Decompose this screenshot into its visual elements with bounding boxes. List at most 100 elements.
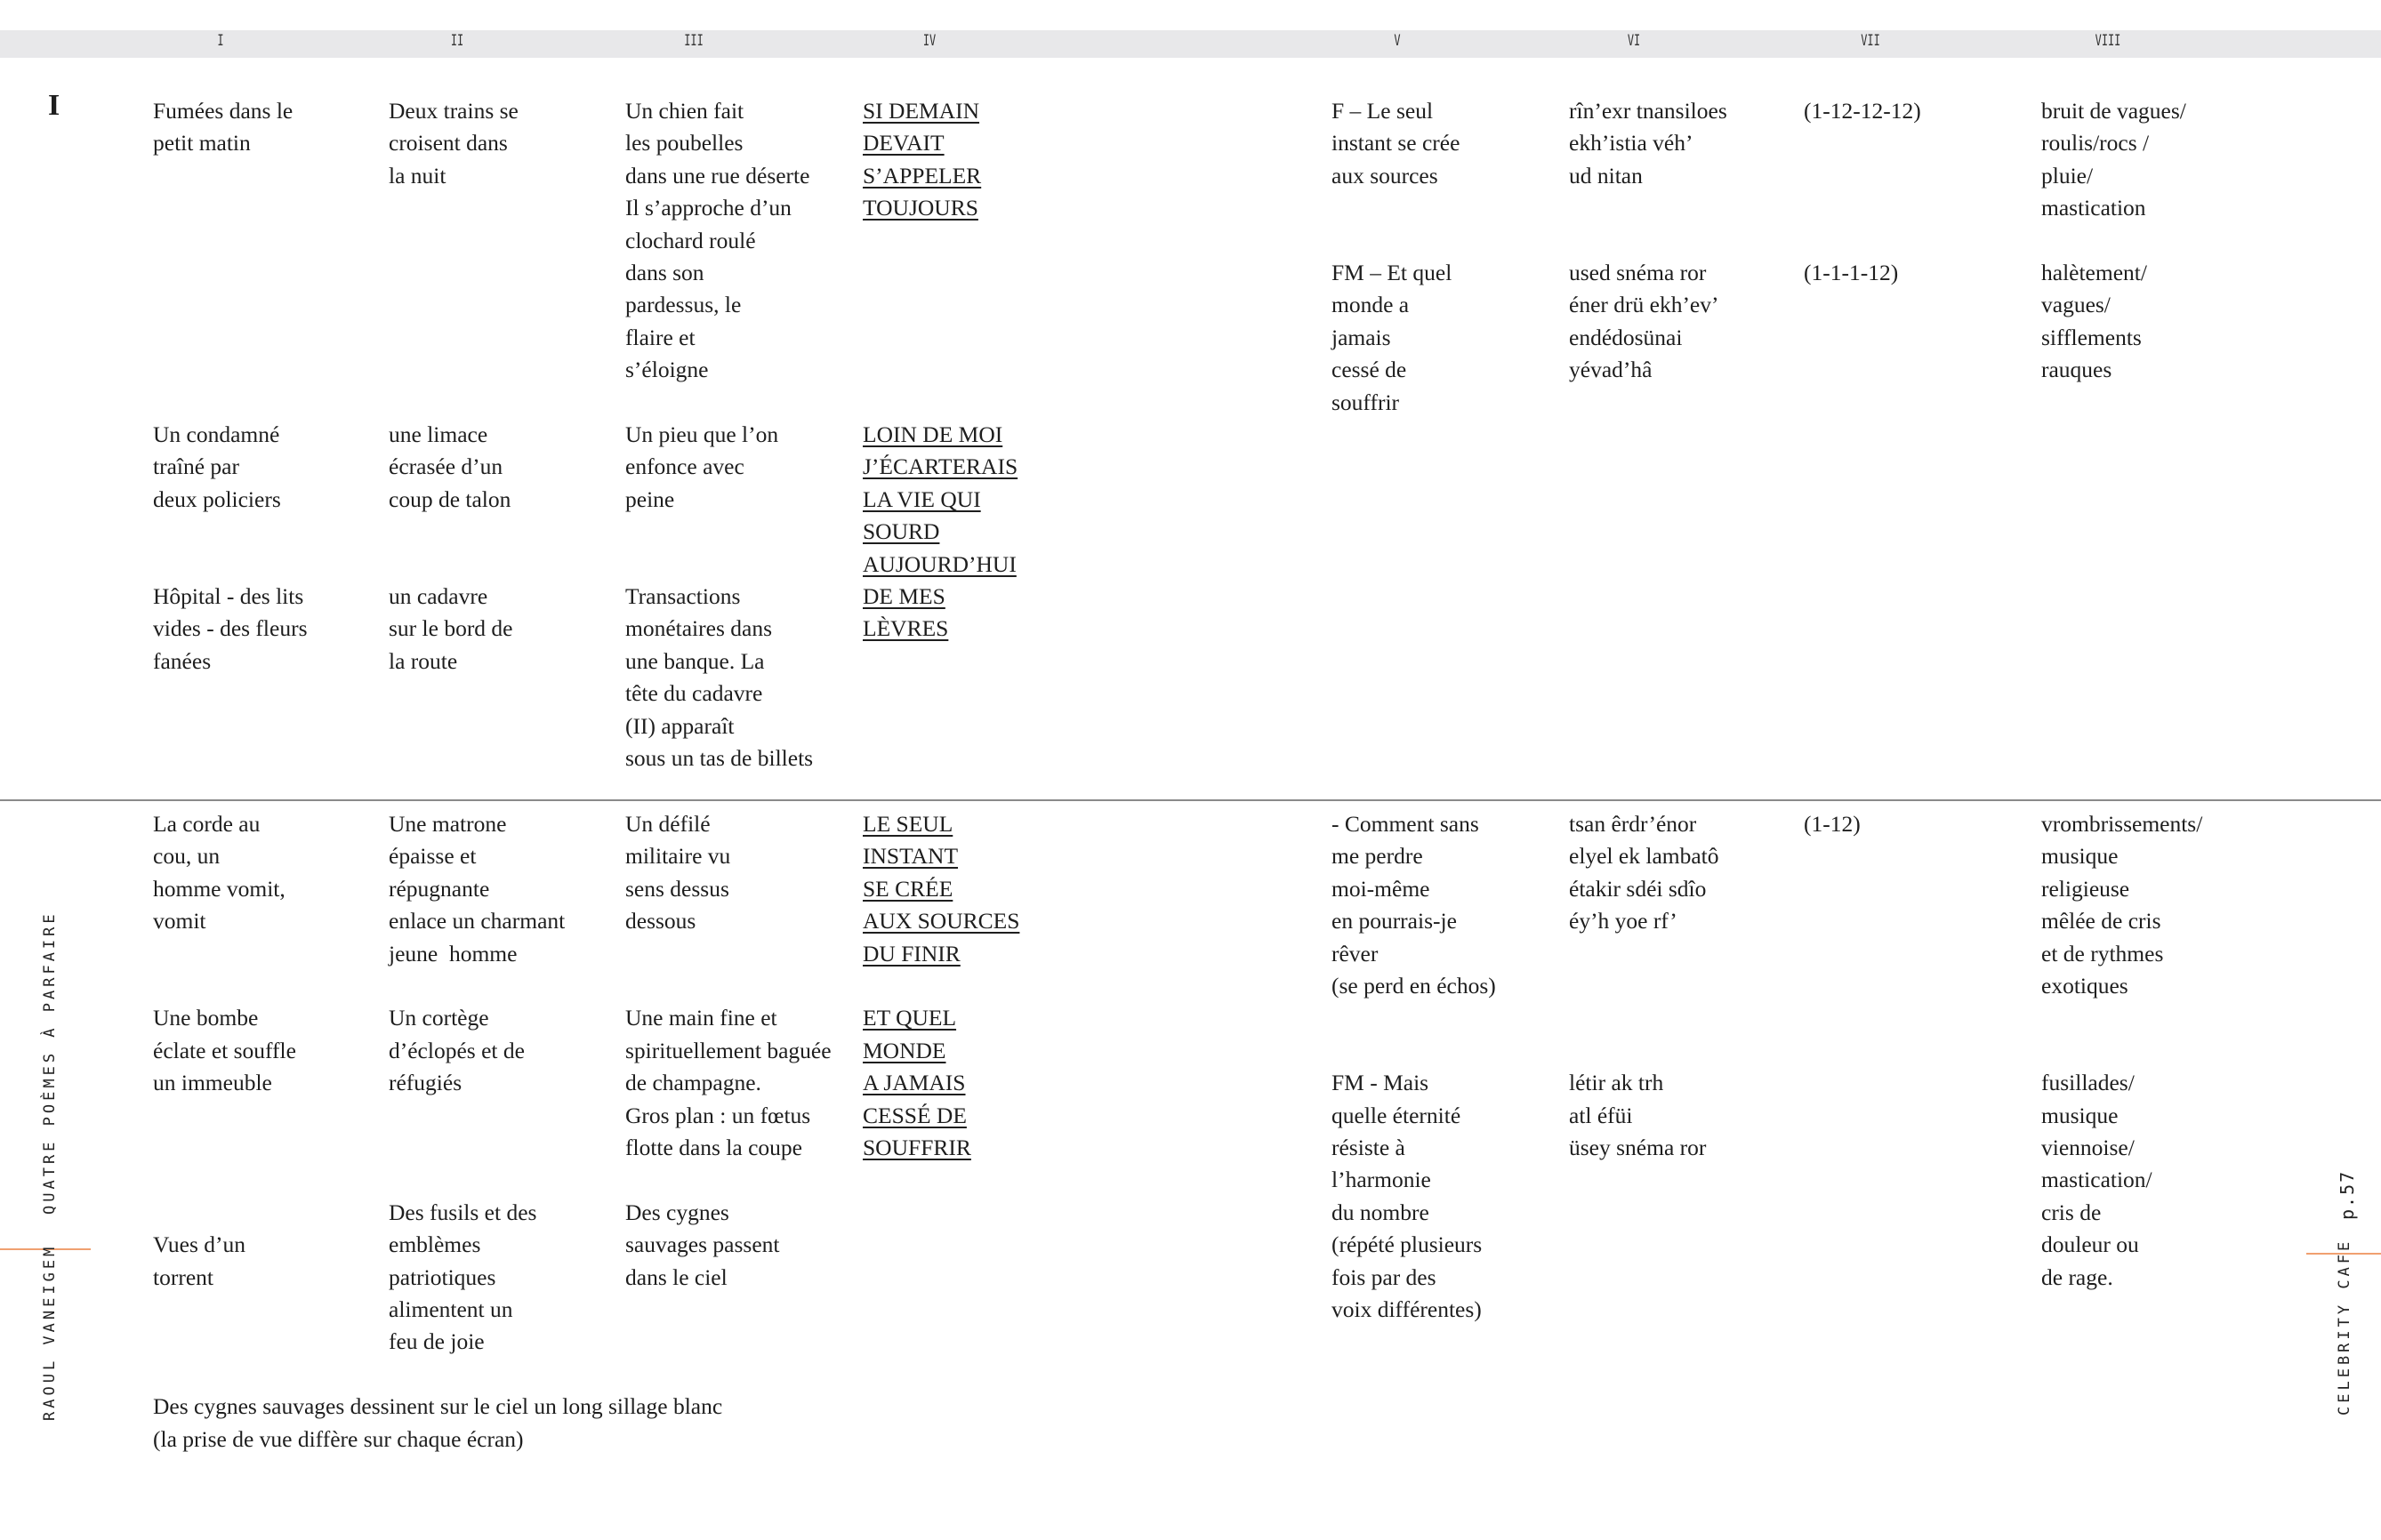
- text-line: vrombrissements/: [2041, 811, 2203, 837]
- text-line: sauvages passent: [625, 1231, 780, 1258]
- text-line: LE SEUL: [863, 811, 953, 837]
- text-line: une banque. La: [625, 647, 765, 674]
- text-line: écrasée d’un: [389, 453, 503, 480]
- text-line: pluie/: [2041, 162, 2094, 188]
- text-line: FM – Et quel: [1331, 260, 1452, 285]
- text-line: TOUJOURS: [863, 195, 978, 221]
- text-line: s’éloigne: [625, 357, 709, 383]
- text-line: la nuit: [389, 162, 446, 188]
- text-line: Des cygnes: [625, 1199, 729, 1225]
- text-line: croisent dans: [389, 130, 508, 156]
- text-line: fois par des: [1331, 1263, 1436, 1290]
- text-line: sens dessus: [625, 875, 729, 902]
- text-line: un immeuble: [153, 1070, 272, 1096]
- text-block: rîn’exr tnansiloes ekh’istia véh’ ud nitan: [1569, 95, 1727, 192]
- text-block: fusillades/musique viennoise/mastication/…: [2041, 1067, 2152, 1294]
- column-header-7: VII: [1861, 32, 1880, 50]
- text-line: SE CRÉE: [863, 875, 953, 902]
- author-name: RAOUL VANEIGEM: [41, 1243, 59, 1421]
- text-block: un cadavre sur le bord de la route: [389, 581, 513, 678]
- text-line: La corde au: [153, 811, 261, 837]
- text-line: flaire et: [625, 324, 696, 350]
- text-line: rauques: [2041, 357, 2112, 383]
- text-block: Une main fine et spirituellement baguée de…: [625, 1002, 832, 1164]
- text-block: Deux trains se croisent dans la nuit: [389, 95, 519, 192]
- accent-rule-left: [0, 1248, 91, 1250]
- text-line: d’éclopés et de: [389, 1037, 525, 1063]
- text-line: (1-12): [1804, 811, 1861, 837]
- text-line: du nombre: [1331, 1199, 1429, 1225]
- text-block: bruit de vagues/roulis/rocs / pluie/masti…: [2041, 95, 2186, 225]
- text-line: ekh’istia véh’: [1569, 130, 1693, 156]
- text-line: elyel ek lambatô: [1569, 843, 1719, 870]
- text-block: FM - Mais quelle éternité résiste à l’harmo…: [1331, 1067, 1482, 1326]
- text-line: dans une rue déserte: [625, 162, 810, 188]
- text-line: fanées: [153, 647, 212, 674]
- text-line: me perdre: [1331, 843, 1423, 870]
- text-line: musique: [2041, 843, 2119, 870]
- text-line: réfugiés: [389, 1070, 463, 1096]
- text-line: résiste à: [1331, 1135, 1405, 1160]
- text-line: Deux trains se: [389, 98, 519, 124]
- text-line: (1-1-1-12): [1804, 260, 1899, 285]
- text-line: S’APPELER: [863, 162, 982, 188]
- text-line: voix différentes): [1331, 1296, 1482, 1323]
- text-line: - Comment sans: [1331, 811, 1479, 837]
- text-line: vagues/: [2041, 292, 2111, 318]
- text-line: (II) apparaît: [625, 712, 735, 739]
- text-line: répugnante: [389, 875, 490, 902]
- text-line: emblèmes: [389, 1231, 481, 1258]
- text-line: exotiques: [2041, 973, 2128, 999]
- text-line: éy’h yoe rf’: [1569, 908, 1677, 934]
- text-line: sous un tas de billets: [625, 745, 814, 772]
- text-block: (1-1-1-12): [1804, 257, 1898, 289]
- text-block: une limace écrasée d’un coup de talon: [389, 419, 511, 516]
- text-line: tête du cadavre: [625, 680, 763, 707]
- text-line: alimentent un: [389, 1296, 513, 1323]
- text-block: Une matrone épaisse et répugnante enlace un…: [389, 808, 565, 970]
- text-line: et de rythmes: [2041, 940, 2164, 967]
- text-block: Un chien fait les poubelles dans une rue d…: [625, 95, 809, 387]
- text-line: J’ÉCARTERAIS: [863, 453, 1018, 480]
- text-line: enfonce avec: [625, 453, 744, 480]
- text-line: ud nitan: [1569, 162, 1643, 188]
- accent-rule-right: [2306, 1253, 2381, 1255]
- text-line: ET QUEL: [863, 1005, 957, 1031]
- text-line: en pourrais-je: [1331, 908, 1457, 934]
- poem-verse-block: SI DEMAIN DEVAIT S’APPELER TOUJOURS: [863, 95, 981, 225]
- column-header-bar: [0, 30, 2381, 58]
- text-line: F – Le seul: [1331, 98, 1434, 124]
- text-line: torrent: [153, 1263, 213, 1290]
- text-line: DEVAIT: [863, 130, 945, 156]
- text-line: la route: [389, 647, 458, 674]
- text-line: une limace: [389, 421, 488, 447]
- text-block: Transactions monétaires dans une banque. L…: [625, 581, 813, 774]
- text-line: Vues d’un: [153, 1231, 245, 1258]
- text-line: Gros plan : un fœtus: [625, 1102, 811, 1128]
- text-line: üsey snéma ror: [1569, 1135, 1707, 1160]
- column-header-2: II: [450, 32, 464, 50]
- section-number: I: [48, 89, 60, 122]
- text-line: un cadavre: [389, 583, 488, 609]
- text-line: patriotiques: [389, 1263, 496, 1290]
- text-line: sur le bord de: [389, 615, 513, 642]
- text-block: La corde au cou, un homme vomit, vomit: [153, 808, 286, 938]
- text-block: F – Le seul instant se crée aux sources: [1331, 95, 1460, 192]
- text-line: SI DEMAIN: [863, 98, 980, 124]
- text-block: (1-12): [1804, 808, 1861, 840]
- text-line: monde a: [1331, 292, 1410, 318]
- text-line: mastication: [2041, 195, 2146, 221]
- text-line: l’harmonie: [1331, 1167, 1431, 1193]
- text-line: Un cortège: [389, 1005, 489, 1031]
- text-line: homme vomit,: [153, 875, 286, 902]
- text-line: LA VIE QUI: [863, 485, 981, 512]
- column-header-5: V: [1394, 32, 1401, 50]
- text-line: Hôpital - des lits: [153, 583, 304, 609]
- text-block: halètement/vagues/sifflements rauques: [2041, 257, 2147, 387]
- text-line: mastication/: [2041, 1167, 2152, 1193]
- text-line: AUX SOURCES: [863, 908, 1020, 934]
- text-line: moi-même: [1331, 875, 1430, 902]
- text-line: SOUFFRIR: [863, 1135, 971, 1161]
- text-line: pardessus, le: [625, 292, 742, 318]
- text-line: Fumées dans le: [153, 98, 294, 124]
